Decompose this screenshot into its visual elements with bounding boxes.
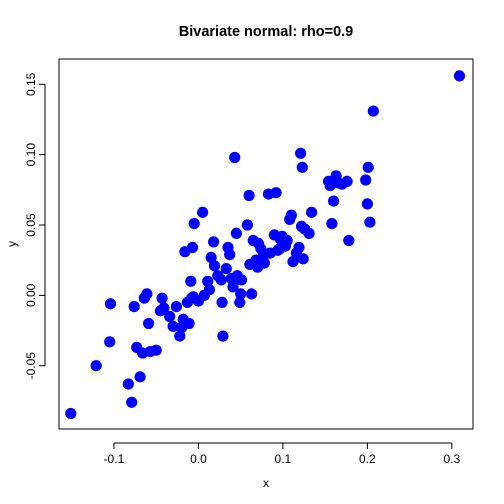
data-point xyxy=(281,234,293,247)
data-point xyxy=(270,187,282,199)
y-tick-label: 0.15 xyxy=(24,72,38,96)
data-point xyxy=(224,249,236,261)
data-point xyxy=(156,292,168,304)
data-point xyxy=(235,288,247,300)
data-point xyxy=(186,241,199,254)
data-point xyxy=(234,296,246,308)
data-point xyxy=(285,209,297,221)
data-point xyxy=(241,219,253,231)
data-point xyxy=(205,251,217,263)
data-point xyxy=(143,317,155,330)
data-point xyxy=(126,396,138,408)
data-point xyxy=(326,218,338,230)
data-point xyxy=(134,371,146,383)
data-point xyxy=(197,206,209,218)
data-point xyxy=(216,296,228,308)
x-axis: -0.1 0.0 0.1 0.2 0.3 xyxy=(104,442,461,466)
data-point xyxy=(215,274,227,286)
x-tick-label: 0.3 xyxy=(444,452,461,466)
data-point xyxy=(202,275,214,287)
x-tick-label: -0.1 xyxy=(104,452,125,466)
data-point xyxy=(227,281,239,293)
data-point xyxy=(361,198,373,210)
y-tick-label: -0.05 xyxy=(24,352,38,380)
data-point xyxy=(122,378,134,390)
data-point xyxy=(246,288,258,300)
data-point xyxy=(174,330,186,342)
x-tick-label: 0.0 xyxy=(190,452,207,466)
data-point xyxy=(220,263,232,275)
x-axis-label: x xyxy=(263,476,269,490)
data-point xyxy=(65,407,77,420)
data-point xyxy=(295,147,307,159)
data-point xyxy=(293,241,305,254)
data-point xyxy=(141,288,153,300)
data-point xyxy=(341,175,353,187)
data-point xyxy=(258,257,270,269)
data-point xyxy=(90,360,102,372)
y-tick-label: 0.00 xyxy=(24,283,38,307)
data-point xyxy=(208,260,221,272)
y-axis: -0.05 0.00 0.05 0.10 0.15 xyxy=(24,72,46,380)
data-point xyxy=(229,151,241,164)
data-point xyxy=(360,174,372,186)
data-point xyxy=(287,256,299,268)
data-point xyxy=(362,161,374,173)
data-points xyxy=(65,70,466,420)
y-tick-label: 0.10 xyxy=(24,143,38,167)
data-point xyxy=(167,320,179,332)
data-point xyxy=(185,275,197,287)
data-point xyxy=(203,284,215,296)
data-point xyxy=(217,330,229,342)
data-point xyxy=(128,301,140,313)
data-point xyxy=(453,70,466,82)
data-point xyxy=(170,301,182,313)
data-point xyxy=(243,189,255,202)
data-point xyxy=(188,218,200,230)
data-point xyxy=(104,298,117,310)
data-point xyxy=(235,274,248,286)
x-tick-label: 0.1 xyxy=(275,452,292,466)
data-point xyxy=(364,216,376,228)
data-point xyxy=(343,234,355,247)
data-point xyxy=(303,227,315,239)
data-point xyxy=(367,105,379,117)
data-point xyxy=(164,310,176,323)
data-point xyxy=(158,302,170,314)
data-point xyxy=(208,236,220,248)
x-tick-label: 0.2 xyxy=(359,452,376,466)
data-point xyxy=(183,317,195,330)
data-point xyxy=(150,344,162,356)
plot-frame xyxy=(58,58,474,430)
data-point xyxy=(297,253,309,265)
data-point xyxy=(328,195,340,207)
y-axis-label: y xyxy=(5,241,19,247)
y-tick-label: 0.05 xyxy=(24,213,38,237)
data-point xyxy=(306,206,318,218)
data-point xyxy=(104,336,116,348)
data-point xyxy=(296,161,308,173)
data-point xyxy=(230,227,242,239)
chart-title: Bivariate normal: rho=0.9 xyxy=(179,24,353,40)
